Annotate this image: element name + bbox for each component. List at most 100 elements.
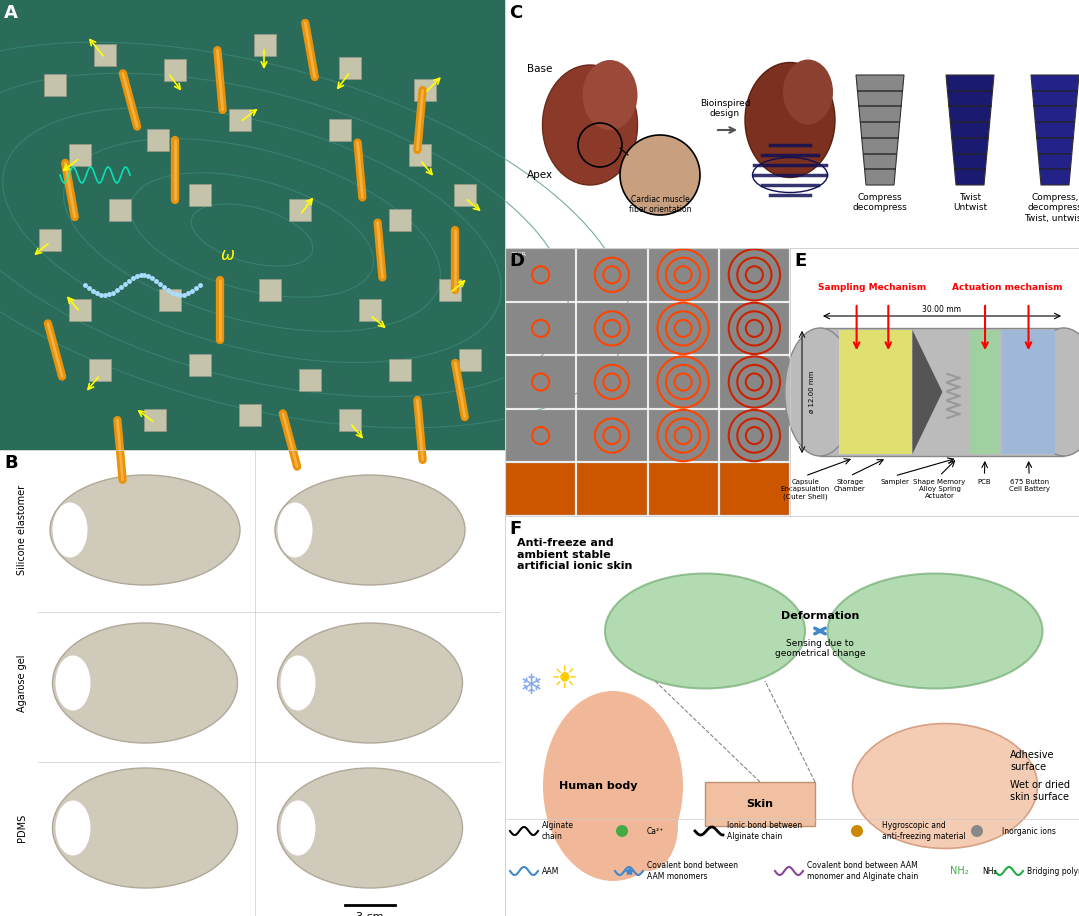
Bar	[577, 409, 646, 462]
Text: Sampler: Sampler	[880, 479, 910, 485]
Text: Storage
Chamber: Storage Chamber	[834, 479, 865, 492]
Bar	[44, 74, 66, 96]
Text: Sampling Mechanism: Sampling Mechanism	[818, 283, 927, 292]
Bar	[648, 356, 718, 408]
Text: Compress
decompress: Compress decompress	[852, 193, 907, 213]
Text: Twist
Untwist: Twist Untwist	[953, 193, 987, 213]
Ellipse shape	[281, 801, 315, 856]
Ellipse shape	[53, 768, 237, 888]
Text: Base: Base	[527, 64, 552, 74]
Bar	[259, 279, 281, 301]
Bar	[1001, 330, 1055, 454]
Bar	[39, 229, 62, 251]
Text: PDMS: PDMS	[17, 814, 27, 842]
Bar	[359, 299, 381, 321]
Bar	[390, 209, 411, 231]
Ellipse shape	[605, 573, 805, 689]
Bar	[506, 463, 575, 515]
Bar	[229, 109, 251, 131]
Bar	[505, 248, 790, 516]
Text: NH₂: NH₂	[950, 866, 969, 876]
Bar	[506, 249, 575, 300]
Bar	[390, 359, 411, 381]
Bar	[820, 328, 1064, 456]
Ellipse shape	[784, 328, 856, 456]
Ellipse shape	[543, 65, 638, 185]
Text: Inorganic ions: Inorganic ions	[1002, 826, 1056, 835]
Bar	[189, 354, 211, 376]
Text: Bioinspired
design: Bioinspired design	[700, 99, 750, 118]
Bar	[329, 119, 351, 141]
Ellipse shape	[277, 623, 463, 743]
Bar	[720, 356, 789, 408]
Bar	[648, 409, 718, 462]
Bar	[720, 302, 789, 354]
Ellipse shape	[277, 768, 463, 888]
Text: ❄: ❄	[520, 672, 543, 700]
Bar	[159, 289, 181, 311]
Bar	[69, 144, 91, 166]
Ellipse shape	[50, 475, 240, 585]
Bar	[69, 299, 91, 321]
Circle shape	[620, 135, 700, 215]
Bar	[648, 249, 718, 300]
Text: Bridging polymer: Bridging polymer	[1027, 867, 1079, 876]
Bar	[648, 463, 718, 515]
Text: Covalent bond between
AAM monomers: Covalent bond between AAM monomers	[647, 861, 738, 880]
Text: Compress,
decompress
Twist, untwist: Compress, decompress Twist, untwist	[1024, 193, 1079, 223]
Bar	[414, 79, 436, 101]
Bar	[720, 249, 789, 300]
Bar	[454, 184, 476, 206]
Bar	[254, 34, 276, 56]
Bar	[88, 359, 111, 381]
Bar	[577, 463, 646, 515]
Bar	[506, 302, 575, 354]
Bar	[577, 249, 646, 300]
Ellipse shape	[618, 781, 678, 871]
Circle shape	[616, 825, 628, 837]
Text: Agarose gel: Agarose gel	[17, 654, 27, 712]
Bar	[720, 409, 789, 462]
Ellipse shape	[783, 60, 833, 125]
Bar	[648, 302, 718, 354]
Ellipse shape	[275, 475, 465, 585]
Bar	[506, 356, 575, 408]
Text: $\omega$: $\omega$	[220, 246, 235, 264]
Bar	[339, 409, 361, 431]
Bar	[970, 330, 999, 454]
Bar	[147, 129, 169, 151]
Ellipse shape	[745, 62, 835, 178]
Bar	[0, 450, 505, 916]
Ellipse shape	[55, 656, 91, 711]
Ellipse shape	[281, 656, 315, 711]
Text: E: E	[794, 252, 806, 270]
Ellipse shape	[55, 801, 91, 856]
Polygon shape	[1032, 75, 1079, 185]
Bar	[164, 59, 186, 81]
Text: ø 12.00 mm: ø 12.00 mm	[809, 371, 815, 413]
Bar	[790, 248, 1079, 516]
Bar	[839, 330, 913, 454]
Text: FSCR: FSCR	[510, 252, 525, 257]
Text: Skin: Skin	[747, 799, 774, 809]
Text: Apex: Apex	[527, 170, 554, 180]
Ellipse shape	[543, 691, 683, 881]
Polygon shape	[946, 75, 994, 185]
Ellipse shape	[852, 724, 1038, 848]
Text: Actuation mechanism: Actuation mechanism	[952, 283, 1062, 292]
Text: Wet or dried
skin surface: Wet or dried skin surface	[1010, 780, 1070, 802]
Text: Human body: Human body	[559, 781, 638, 791]
Bar	[505, 0, 1079, 248]
Circle shape	[851, 825, 863, 837]
Text: A: A	[4, 4, 18, 22]
Bar	[339, 57, 361, 79]
Ellipse shape	[583, 60, 638, 130]
Bar	[109, 199, 131, 221]
Text: Silicone elastomer: Silicone elastomer	[17, 485, 27, 575]
Polygon shape	[913, 330, 942, 454]
Ellipse shape	[53, 623, 237, 743]
Text: Covalent bond between AAM
monomer and Alginate chain: Covalent bond between AAM monomer and Al…	[807, 861, 918, 880]
Text: Hygroscopic and
anti-freezing material: Hygroscopic and anti-freezing material	[882, 822, 966, 841]
Ellipse shape	[277, 503, 313, 558]
Text: C: C	[509, 4, 522, 22]
